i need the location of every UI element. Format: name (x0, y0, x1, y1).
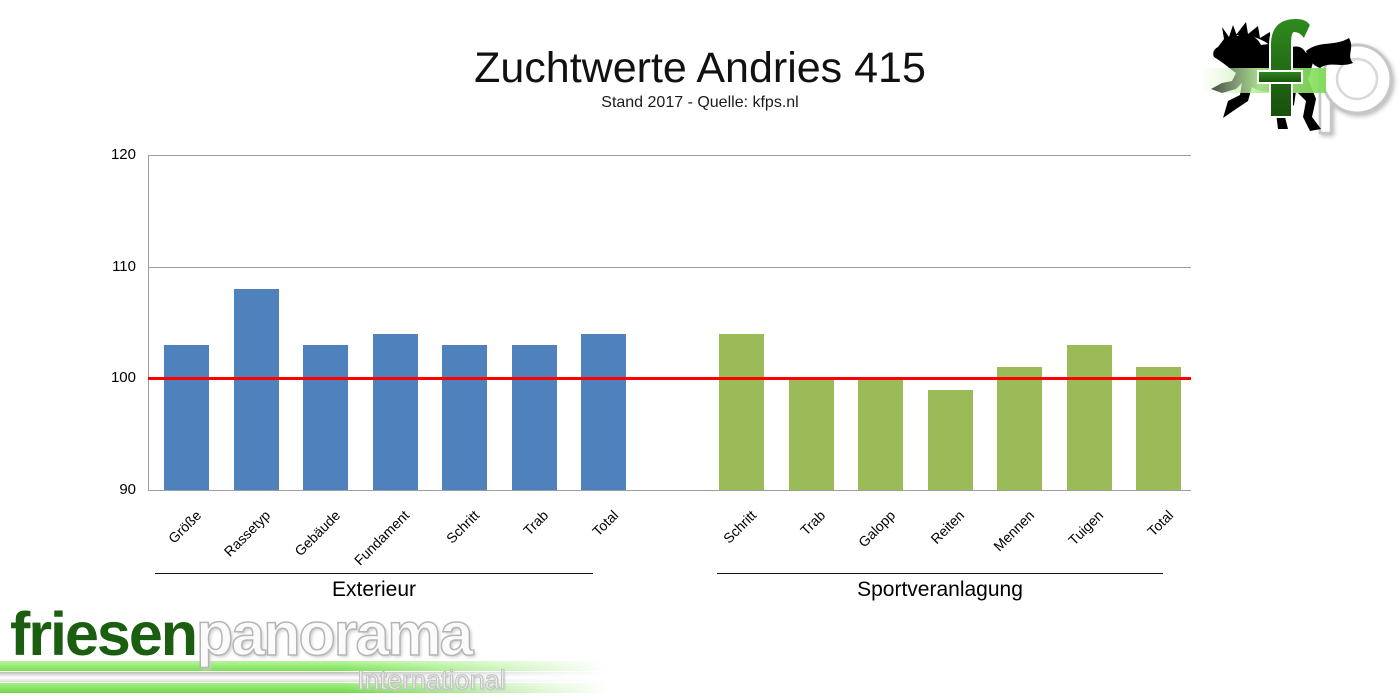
gridline-110 (148, 266, 1191, 268)
bar-sportveranlagung-galopp (858, 378, 903, 490)
gridline-90 (148, 490, 1191, 491)
bar-exterieur-gebäude (303, 344, 348, 490)
bar-exterieur-trab (511, 344, 557, 490)
footer-stripe-green-bottom (0, 683, 620, 693)
gridline-120 (148, 155, 1191, 156)
bar-sportveranlagung-mennen (997, 367, 1042, 490)
footer-stripe-silver (0, 672, 620, 682)
y-axis-line (148, 155, 149, 490)
bar-exterieur-total (581, 333, 626, 490)
wordmark-panorama: panorama (195, 600, 474, 668)
group-underline-exterieur (155, 573, 593, 574)
y-tick-label-110: 110 (112, 257, 136, 275)
reference-line-100 (148, 376, 1191, 380)
logo-letter-f (1257, 16, 1313, 118)
wordmark-international: International (357, 665, 507, 696)
bar-sportveranlagung-reiten (927, 389, 973, 490)
bar-exterieur-schritt (442, 344, 487, 490)
group-underline-sportveranlagung (717, 573, 1163, 574)
y-tick-label-100: 100 (110, 369, 136, 387)
footer-stripe-green-top (0, 661, 620, 671)
friesenpanorama-corner-logo (1204, 16, 1393, 135)
friesenpanorama-wordmark: friesenpanorama (10, 603, 474, 666)
bar-sportveranlagung-schritt (719, 333, 764, 490)
bar-exterieur-fundament (372, 333, 418, 490)
group-label-sportveranlagung: Sportveranlagung (857, 578, 1023, 601)
y-tick-label-120: 120 (110, 146, 136, 163)
bar-sportveranlagung-trab (788, 378, 834, 490)
chart-title: Zuchtwerte Andries 415 (474, 44, 926, 92)
wordmark-friesen: friesen (10, 600, 198, 668)
y-tick-label-90: 90 (119, 481, 136, 498)
bar-exterieur-größe (164, 344, 209, 490)
chart-subtitle: Stand 2017 - Quelle: kfps.nl (601, 94, 799, 111)
bar-exterieur-rassetyp (233, 289, 279, 490)
group-label-exterieur: Exterieur (331, 578, 417, 601)
bar-sportveranlagung-total (1136, 367, 1181, 490)
bar-sportveranlagung-tuigen (1066, 344, 1112, 490)
